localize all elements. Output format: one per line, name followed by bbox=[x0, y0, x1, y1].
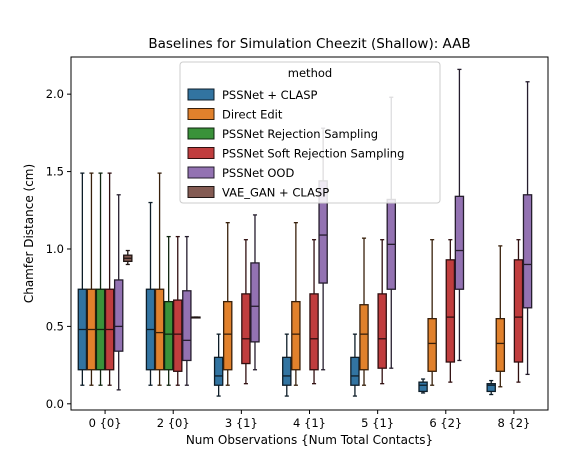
box-body bbox=[427, 318, 437, 372]
box-pssnet-clasp bbox=[213, 333, 224, 397]
box-body bbox=[173, 299, 183, 372]
box-pssnet-ood bbox=[454, 68, 465, 362]
box-direct-edit bbox=[291, 222, 301, 386]
box-body bbox=[377, 293, 387, 369]
box-pssnet-ood bbox=[250, 214, 260, 371]
box-pssnet-clasp bbox=[486, 379, 496, 396]
box-direct-edit bbox=[427, 239, 437, 386]
box-body bbox=[309, 293, 319, 371]
legend-swatch bbox=[187, 108, 215, 120]
box-pssnet-clasp bbox=[282, 333, 292, 397]
x-tick-label: 2 {0} bbox=[157, 416, 190, 430]
box-body bbox=[522, 194, 533, 309]
box-vae-gan-clasp bbox=[191, 316, 201, 319]
box-body bbox=[445, 259, 456, 363]
box-body bbox=[113, 279, 124, 352]
box-pssnet-soft-rejection-sampling bbox=[173, 235, 183, 386]
box-pssnet-rejection-sampling bbox=[163, 235, 174, 386]
legend-swatch bbox=[187, 166, 215, 179]
box-direct-edit bbox=[359, 237, 369, 386]
box-body bbox=[163, 300, 174, 371]
box-body bbox=[241, 293, 251, 365]
legend-title: method bbox=[288, 66, 332, 80]
box-pssnet-clasp bbox=[418, 378, 428, 394]
box-direct-edit bbox=[154, 172, 165, 386]
boxes bbox=[77, 68, 533, 397]
plot-frame bbox=[70, 56, 549, 411]
axes: 0.0 0.5 1.0 1.5 2.0 0 {0} 2 {0} 3 {1} 4 {1} 5 {1}… bbox=[46, 87, 531, 430]
box-pssnet-soft-rejection-sampling bbox=[309, 239, 319, 385]
box-pssnet-soft-rejection-sampling bbox=[445, 239, 456, 383]
legend-label: PSSNet Soft Rejection Sampling bbox=[222, 147, 404, 161]
box-direct-edit bbox=[222, 222, 233, 386]
box-body bbox=[359, 304, 369, 371]
y-tick-label: 1.0 bbox=[46, 242, 64, 256]
x-tick-label: 3 {1} bbox=[225, 416, 258, 430]
box-direct-edit bbox=[495, 245, 506, 388]
box-pssnet-ood bbox=[522, 81, 533, 376]
box-body bbox=[154, 288, 165, 371]
x-tick-label: 5 {1} bbox=[361, 416, 394, 430]
legend-swatch bbox=[187, 88, 215, 101]
legend-frame bbox=[179, 61, 441, 204]
box-pssnet-soft-rejection-sampling bbox=[241, 239, 251, 385]
y-axis-label: Chamfer Distance (cm) bbox=[22, 164, 36, 303]
legend-label: VAE_GAN + CLASP bbox=[222, 186, 329, 200]
chart-title: Baselines for Simulation Cheezit (Shallo… bbox=[148, 36, 470, 52]
box-body bbox=[213, 356, 224, 386]
box-body bbox=[182, 290, 192, 362]
box-vae-gan-clasp bbox=[123, 249, 133, 266]
legend: method PSSNet + CLASP Direct Edit PSSNet Re… bbox=[179, 61, 441, 204]
box-body bbox=[291, 300, 301, 371]
legend-label: PSSNet OOD bbox=[222, 166, 294, 180]
x-tick-label: 4 {1} bbox=[293, 416, 326, 430]
y-tick-label: 0.0 bbox=[46, 397, 64, 411]
box-pssnet-soft-rejection-sampling bbox=[513, 239, 524, 383]
box-pssnet-rejection-sampling bbox=[95, 172, 106, 386]
box-body bbox=[418, 381, 428, 393]
legend-label: PSSNet Rejection Sampling bbox=[222, 127, 378, 141]
x-tick-label: 8 {2} bbox=[497, 416, 530, 430]
box-body bbox=[222, 300, 233, 371]
box-pssnet-soft-rejection-sampling bbox=[377, 239, 387, 385]
x-tick-label: 0 {0} bbox=[89, 416, 122, 430]
box-body bbox=[495, 318, 506, 372]
box-body bbox=[250, 262, 260, 343]
box-body bbox=[486, 383, 496, 393]
y-tick-label: 1.5 bbox=[46, 165, 64, 179]
y-tick-label: 0.5 bbox=[46, 319, 64, 333]
box-body bbox=[350, 356, 360, 386]
box-pssnet-clasp bbox=[77, 172, 88, 386]
box-body bbox=[454, 195, 465, 290]
box-body bbox=[513, 259, 524, 363]
box-pssnet-ood bbox=[182, 235, 192, 386]
legend-swatch bbox=[187, 127, 215, 140]
box-direct-edit bbox=[86, 172, 97, 386]
legend-swatch bbox=[187, 147, 215, 159]
box-pssnet-clasp bbox=[350, 333, 360, 397]
box-body bbox=[282, 356, 292, 386]
x-axis-label: Num Observations {Num Total Contacts} bbox=[186, 433, 433, 447]
legend-label: PSSNet + CLASP bbox=[222, 88, 318, 102]
legend-label: Direct Edit bbox=[222, 108, 283, 122]
box-pssnet-clasp bbox=[145, 201, 156, 386]
legend-swatch bbox=[187, 186, 215, 198]
x-tick-label: 6 {2} bbox=[429, 416, 462, 430]
box-pssnet-soft-rejection-sampling bbox=[104, 172, 115, 386]
y-tick-label: 2.0 bbox=[46, 87, 64, 101]
box-pssnet-ood bbox=[113, 194, 124, 391]
